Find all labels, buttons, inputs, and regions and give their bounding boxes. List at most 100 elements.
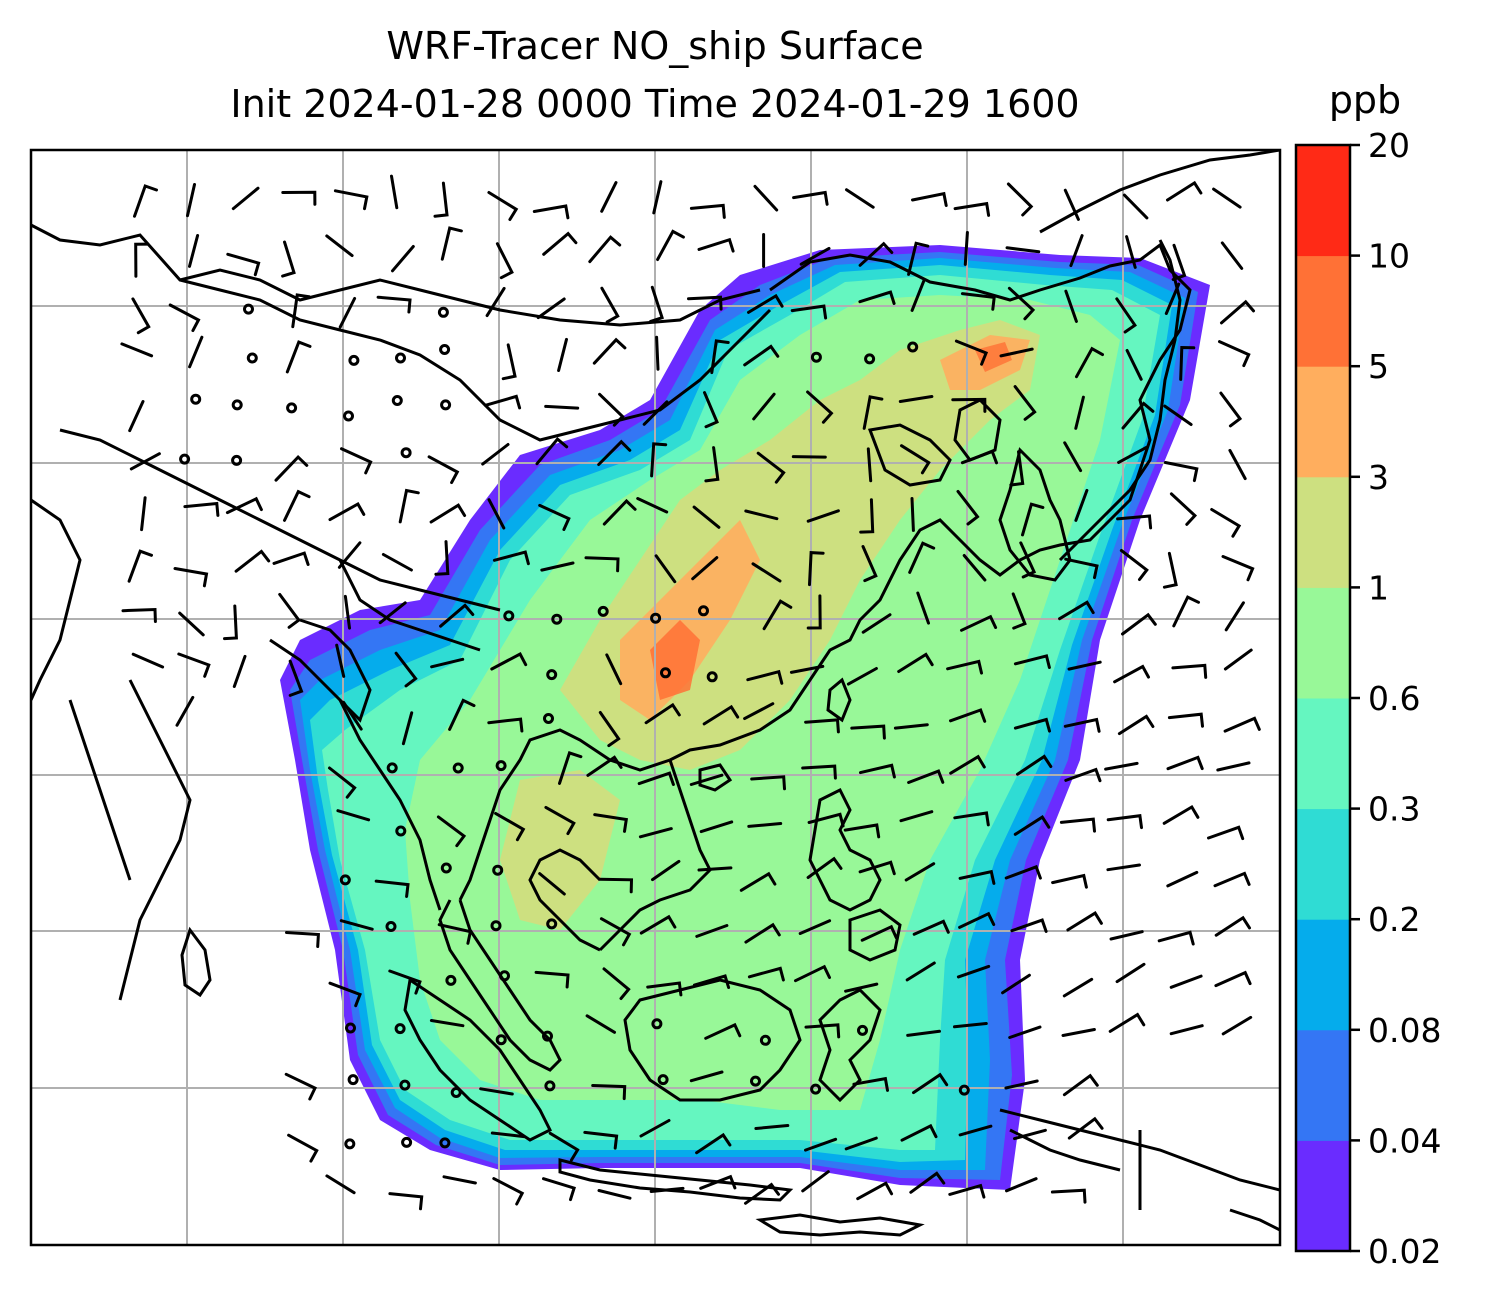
- calm-wind-marker: [345, 1022, 356, 1034]
- wind-barb: [131, 297, 151, 335]
- wind-barb: [639, 1119, 671, 1138]
- coastline-sulawesi: [818, 988, 882, 1103]
- wind-barb: [905, 961, 936, 982]
- wind-barb: [602, 498, 637, 526]
- wind-barb: [490, 1131, 526, 1139]
- calm-wind-marker: [385, 921, 397, 932]
- wind-barb: [586, 755, 623, 777]
- wind-barb: [226, 252, 261, 277]
- wind-barb: [325, 1174, 356, 1195]
- wind-barb: [285, 931, 320, 948]
- wind-barb: [388, 969, 422, 995]
- wind-barb: [850, 724, 886, 740]
- wind-barb: [120, 342, 154, 358]
- wind-barb: [173, 567, 209, 588]
- wind-barb: [492, 550, 530, 566]
- colorbar-segment: [1296, 145, 1350, 257]
- wind-barb: [808, 551, 825, 587]
- wind-barb: [801, 764, 837, 780]
- wind-barb: [792, 190, 829, 206]
- coastline-mindanao: [848, 908, 902, 962]
- wind-barb: [592, 337, 627, 365]
- wind-barb: [649, 1186, 685, 1193]
- wind-barb: [689, 773, 724, 786]
- calm-wind-marker: [440, 399, 452, 411]
- wind-barb: [557, 337, 568, 372]
- colorbar-tick-label: 0.02: [1368, 1232, 1441, 1271]
- wind-barb: [1016, 754, 1053, 776]
- wind-barb: [1121, 612, 1157, 636]
- calm-wind-marker: [810, 351, 822, 363]
- wind-barb: [1216, 761, 1251, 772]
- wind-barb: [177, 652, 211, 678]
- wind-barb: [1106, 814, 1143, 830]
- wind-barb: [1062, 1073, 1099, 1097]
- wind-barb: [1013, 815, 1051, 836]
- coastline-sumatra: [403, 977, 553, 1142]
- coastline-new-guinea: [999, 1108, 1280, 1210]
- wind-barb: [1063, 717, 1101, 733]
- wind-barb: [790, 304, 828, 320]
- colorbar-segment: [1296, 808, 1350, 920]
- wind-barb: [487, 191, 519, 221]
- wind-barb: [1005, 246, 1041, 254]
- wind-barb: [862, 395, 884, 430]
- wind-barb: [1223, 648, 1253, 671]
- wind-barb: [687, 295, 723, 311]
- coastline-philippines: [808, 787, 882, 912]
- wind-barb: [689, 1070, 724, 1083]
- wind-barb: [283, 489, 311, 522]
- wind-barb: [591, 1084, 627, 1101]
- wind-barb: [859, 498, 875, 534]
- wind-barb: [744, 1182, 780, 1205]
- wind-barb: [278, 592, 301, 629]
- wind-barb: [535, 436, 569, 466]
- wind-barb: [501, 343, 517, 381]
- calm-wind-marker: [651, 1018, 663, 1030]
- wind-barb: [1172, 595, 1200, 628]
- wind-barb: [391, 245, 415, 273]
- wind-barb: [584, 556, 620, 573]
- wind-barb: [794, 964, 831, 983]
- wind-barb: [1214, 970, 1252, 988]
- colorbar-tick-label: 0.2: [1368, 900, 1420, 939]
- wind-barb: [750, 775, 786, 791]
- wind-barb: [342, 700, 363, 731]
- coastline-gulf: [867, 423, 952, 487]
- calm-wind-marker: [286, 402, 298, 414]
- coastline-india-peninsula: [68, 679, 192, 1001]
- wind-barb: [1125, 349, 1143, 381]
- wind-barb: [1163, 404, 1193, 426]
- calm-wind-marker: [490, 920, 502, 932]
- wind-barb: [1113, 664, 1150, 684]
- wind-barb: [585, 1014, 616, 1034]
- wind-barb: [897, 652, 934, 673]
- wind-barb: [183, 501, 220, 517]
- calm-wind-marker: [395, 825, 407, 837]
- wind-barb: [129, 452, 161, 471]
- wind-barb: [188, 234, 200, 268]
- wind-barb: [1115, 297, 1137, 334]
- wind-barb: [866, 447, 873, 483]
- wind-barb: [846, 667, 878, 686]
- wind-barb: [693, 974, 731, 989]
- wind-barb: [288, 659, 304, 697]
- wind-barb: [958, 911, 996, 929]
- calm-wind-marker: [439, 1137, 451, 1149]
- wind-barb: [1220, 241, 1244, 270]
- wind-barb: [704, 446, 720, 483]
- wind-barb: [487, 717, 524, 733]
- wind-barb: [1004, 864, 1042, 880]
- wind-barb: [900, 1123, 938, 1142]
- coastline-gulf-thailand: [528, 848, 602, 952]
- wind-barb: [752, 392, 776, 421]
- wind-barb: [1119, 549, 1149, 581]
- wind-barb: [281, 240, 296, 278]
- wind-barb: [234, 549, 271, 573]
- wind-barb: [844, 982, 879, 993]
- wind-barb: [272, 551, 310, 566]
- wind-barb: [1166, 755, 1204, 771]
- wind-barb: [999, 347, 1034, 358]
- map-area: [31, 150, 1280, 1245]
- wind-barb: [429, 1019, 465, 1028]
